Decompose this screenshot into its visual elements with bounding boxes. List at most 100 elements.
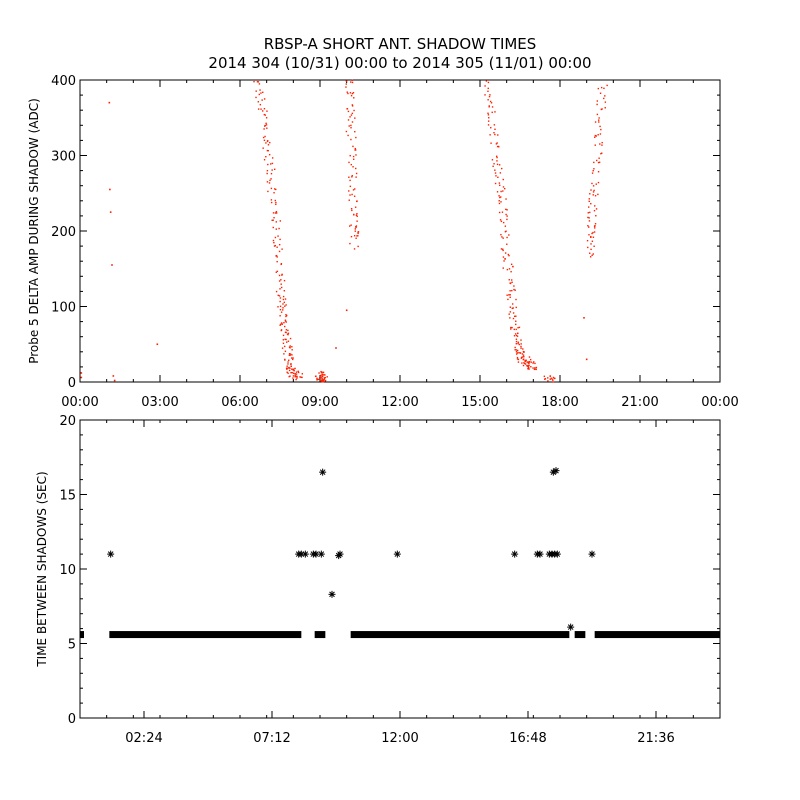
amplitude-point-0 xyxy=(278,243,281,246)
amplitude-point-0 xyxy=(275,188,277,191)
amplitude-point-0 xyxy=(280,286,283,289)
amplitude-point-5 xyxy=(592,236,595,238)
amplitude-point-3 xyxy=(513,288,515,291)
amplitude-point-5 xyxy=(591,182,593,185)
amplitude-point-2 xyxy=(353,213,355,216)
amplitude-point-3 xyxy=(508,313,510,315)
amplitude-point-0 xyxy=(270,163,272,165)
amplitude-point-2 xyxy=(354,228,357,230)
amplitude-point-3 xyxy=(515,320,517,322)
amplitude-point-0 xyxy=(289,337,292,340)
amplitude-point-0 xyxy=(262,136,265,139)
amplitude-point-1 xyxy=(320,379,323,381)
amplitude-point-3 xyxy=(515,351,518,353)
amplitude-point-0 xyxy=(279,300,281,303)
amplitude-point-0 xyxy=(287,361,289,363)
amplitude-point-3 xyxy=(502,256,505,258)
amplitude-point-0 xyxy=(284,338,286,341)
amplitude-point-5 xyxy=(591,232,593,235)
amplitude-point-2 xyxy=(352,189,355,191)
time-between-point xyxy=(536,550,544,558)
amplitude-point-0 xyxy=(297,370,299,373)
amplitude-point-2 xyxy=(350,138,352,141)
amplitude-point-3 xyxy=(493,163,495,165)
amplitude-point-3 xyxy=(502,178,504,181)
amplitude-point-0 xyxy=(266,110,268,112)
amplitude-point-5 xyxy=(590,189,592,191)
amplitude-point-2 xyxy=(355,176,357,178)
amplitude-point-3 xyxy=(508,234,510,236)
amplitude-point-1 xyxy=(323,378,325,380)
amplitude-point-0 xyxy=(273,241,275,244)
amplitude-point-3 xyxy=(509,311,512,313)
amplitude-point-0 xyxy=(281,274,283,276)
amplitude-point-2 xyxy=(355,214,358,216)
amplitude-point-0 xyxy=(284,359,286,361)
amplitude-point-2 xyxy=(348,176,350,178)
amplitude-point-0 xyxy=(284,319,287,321)
amplitude-point-0 xyxy=(291,354,293,356)
amplitude-point-5 xyxy=(606,84,608,87)
amplitude-point-3 xyxy=(509,317,511,319)
amplitude-point-3 xyxy=(488,105,490,107)
amplitude-point-3 xyxy=(509,294,511,296)
amplitude-point-0 xyxy=(267,149,269,152)
amplitude-point-0 xyxy=(271,219,273,222)
amplitude-point-5 xyxy=(604,107,606,109)
amplitude-point-2 xyxy=(345,130,348,133)
amplitude-point-3 xyxy=(521,356,524,358)
amplitude-point-2 xyxy=(351,81,354,84)
amplitude-point-0 xyxy=(256,81,259,83)
amplitude-point-0 xyxy=(283,301,286,304)
time-between-plot-frame xyxy=(79,419,721,719)
amplitude-point-4 xyxy=(553,377,555,380)
amplitude-point-3 xyxy=(513,315,516,317)
amplitude-point-3 xyxy=(491,111,493,114)
amplitude-point-2 xyxy=(351,209,353,212)
amplitude-point-3 xyxy=(494,133,496,136)
amplitude-point-0 xyxy=(275,203,277,206)
amplitude-point-5 xyxy=(594,227,596,229)
amplitude-point-3 xyxy=(514,289,516,291)
amplitude-point-0 xyxy=(291,349,293,351)
amplitude-point-3 xyxy=(487,87,489,90)
amplitude-point-2 xyxy=(351,176,353,178)
amplitude-point-0 xyxy=(275,228,277,230)
amplitude-point-3 xyxy=(502,248,504,250)
time-between-point xyxy=(393,550,401,558)
amplitude-point-3 xyxy=(504,225,507,227)
amplitude-point-3 xyxy=(490,142,492,144)
time-between-point xyxy=(567,623,575,631)
amplitude-point-1 xyxy=(320,374,322,377)
amplitude-point-0 xyxy=(282,303,284,305)
amplitude-point-0 xyxy=(278,227,280,230)
amplitude-point-2 xyxy=(351,79,353,82)
amplitude-point-5 xyxy=(593,225,596,227)
amplitude-point-0 xyxy=(273,192,275,194)
amplitude-point-3 xyxy=(528,364,530,367)
amplitude-point-3 xyxy=(508,254,510,257)
amplitude-point-0 xyxy=(276,246,278,248)
amplitude-point-2 xyxy=(348,161,350,164)
amplitude-point-3 xyxy=(488,95,491,98)
time-between-point xyxy=(107,550,115,558)
amplitude-point-0 xyxy=(271,169,273,171)
amplitude-point-3 xyxy=(489,94,491,96)
amplitude-point-3 xyxy=(528,360,531,363)
amplitude-point-2 xyxy=(350,207,353,210)
amplitude-point-3 xyxy=(484,85,486,87)
amplitude-point-0 xyxy=(285,315,287,318)
amplitude-point-5 xyxy=(593,245,595,247)
amplitude-point-3 xyxy=(487,124,490,126)
amplitude-point-3 xyxy=(533,368,536,371)
amplitude-point-3 xyxy=(528,356,531,358)
amplitude-point-3 xyxy=(492,165,494,168)
amplitude-point-5 xyxy=(598,157,600,159)
amplitude-point-5 xyxy=(599,143,601,145)
amplitude-point-0 xyxy=(271,162,274,165)
time-between-x-tick-label: 16:48 xyxy=(509,731,546,746)
amplitude-point-3 xyxy=(498,164,501,166)
amplitude-point-3 xyxy=(504,187,506,190)
amplitude-point-2 xyxy=(349,194,351,196)
amplitude-point-5 xyxy=(594,195,597,197)
